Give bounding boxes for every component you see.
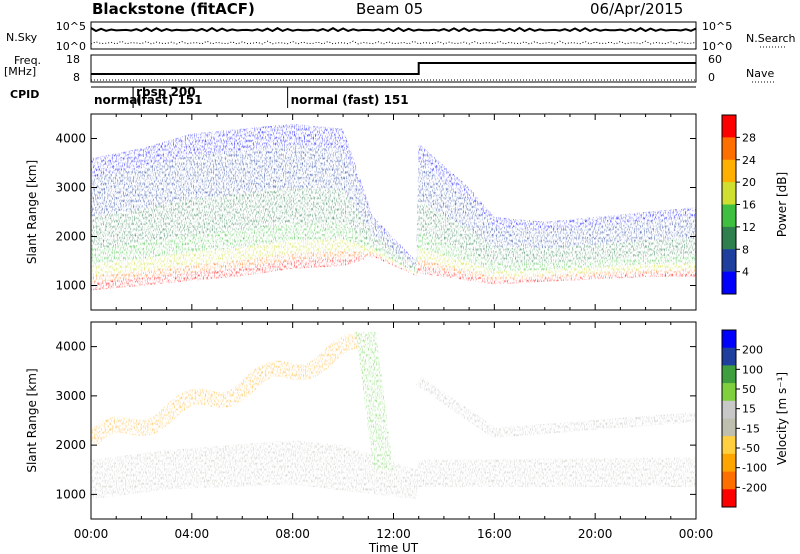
velocity-colorbar-swatch [722,330,736,349]
power-colorbar-tick-label: 8 [742,243,749,256]
velocity-colorbar-tick-label: 50 [742,383,756,396]
freq-tick-low: 8 [73,71,80,84]
velocity-colorbar-swatch [722,418,736,437]
velocity-colorbar-tick-label: -200 [742,481,767,494]
nave-label: Nave [746,67,775,80]
y-tick-label: 3000 [55,181,86,195]
power-band-3 [91,223,696,274]
velocity-orange-band [91,332,371,446]
power-colorbar-swatch [722,159,736,183]
y-tick-label: 3000 [55,389,86,403]
power-colorbar-tick-label: 4 [742,266,749,279]
axis-labels: 00:00 04:00 08:00 12:00 16:00 20:00 00:00 Time … [74,527,714,554]
power-colorbar-tick-label: 24 [742,154,756,167]
velocity-colorbar-frame [721,329,737,508]
velocity-colorbar-tick-label: -15 [742,422,760,435]
x-tick-label: 16:00 [477,527,512,541]
y-tick-label: 2000 [55,230,86,244]
cpid-label: CPID [10,88,40,101]
y-axis-label: Slant Range [km] [25,368,39,472]
velocity-colorbar-swatch [722,347,736,366]
freq-panel-frame [90,54,697,83]
velocity-panel-data [91,331,696,500]
freq-unit-label: [MHz] [4,65,37,78]
nsearch-tick-low: 10^0 [702,40,732,53]
nsearch-line [90,40,697,45]
velocity-colorbar-tick-label: -100 [742,462,767,475]
y-tick-label: 2000 [55,438,86,452]
x-tick-label: 04:00 [175,527,210,541]
velocity-panel: 1000 2000 3000 4000 Slant Range [km] [25,321,697,520]
velocity-colorbar-tick-label: -50 [742,442,760,455]
x-tick-label: 08:00 [275,527,310,541]
power-colorbar-tick-label: 20 [742,176,756,189]
nsearch-tick-high: 10^5 [702,20,732,33]
cpid-label-1: rbsp 200 [136,85,195,99]
y-axis-label: Slant Range [km] [25,160,39,264]
power-colorbar-swatch [722,226,736,250]
nsky-panel-frame [90,21,697,50]
x-tick-label: 00:00 [74,527,109,541]
colorbars: 28 24 20 16 12 8 4 Power [dB] 200 100 50 15 -15 -50 -1… [721,114,789,508]
power-colorbar-swatch [722,182,736,205]
power-colorbar-swatch [722,271,736,295]
power-colorbar-tick-label: 12 [742,221,756,234]
power-colorbar-tick-label: 28 [742,131,756,144]
power-colorbar-swatch [722,249,736,273]
velocity-colorbar-tick-label: 100 [742,363,763,376]
power-panel: 1000 2000 3000 4000 Slant Range [km] [25,113,697,311]
beam-title: Beam 05 [356,0,424,18]
x-tick-label: 00:00 [679,527,714,541]
station-title: Blackstone (fitACF) [92,0,255,18]
velocity-colorbar-swatch [722,365,736,384]
nsearch-label: N.Search [746,32,796,45]
power-band-2 [91,239,696,278]
power-colorbar-title: Power [dB] [775,172,789,237]
power-band-1 [91,251,696,283]
power-band-0 [91,254,696,291]
velocity-green-feature [355,331,394,470]
velocity-grey-arc [415,376,696,438]
y-tick-label: 1000 [55,487,86,501]
velocity-colorbar-title: Velocity [m s⁻¹] [775,372,789,465]
freq-tick-high: 18 [66,53,80,66]
nave-tick-high: 60 [708,53,722,66]
velocity-colorbar-tick-label: 200 [742,344,763,357]
power-colorbar-swatch [722,115,736,138]
nsky-label: N.Sky [6,31,38,44]
date-title: 06/Apr/2015 [590,0,684,18]
power-band-4 [91,187,696,272]
velocity-colorbar-swatch [722,453,736,473]
velocity-colorbar-swatch [722,400,736,419]
y-tick-label: 4000 [55,340,86,354]
power-colorbar-swatch [722,204,736,228]
freq-label: Freq. [14,54,42,67]
nsky-line [90,26,697,33]
velocity-colorbar-tick-label: 15 [742,403,756,416]
x-tick-label: 20:00 [578,527,613,541]
power-band-5 [91,145,696,268]
cpid-label-0: normal [94,93,141,107]
nsky-tick-low: 10^0 [56,40,86,53]
velocity-colorbar-swatch [722,489,736,508]
velocity-colorbar-swatch [722,436,736,455]
x-tick-label: 12:00 [376,527,411,541]
power-panel-data [91,123,696,291]
cpid-label-2: (fast) 151 [136,93,202,107]
y-tick-label: 4000 [55,132,86,146]
nsky-tick-high: 10^5 [56,20,86,33]
cpid-label-3: normal (fast) 151 [291,93,409,107]
nave-tick-low: 0 [708,71,715,84]
velocity-colorbar-swatch [722,383,736,402]
power-colorbar-swatch [722,137,736,161]
power-colorbar-tick-label: 16 [742,199,756,212]
y-tick-label: 1000 [55,279,86,293]
x-axis-label: Time UT [368,541,419,554]
velocity-colorbar-swatch [722,471,736,490]
frequency-line [91,62,696,75]
power-band-6 [91,123,696,264]
